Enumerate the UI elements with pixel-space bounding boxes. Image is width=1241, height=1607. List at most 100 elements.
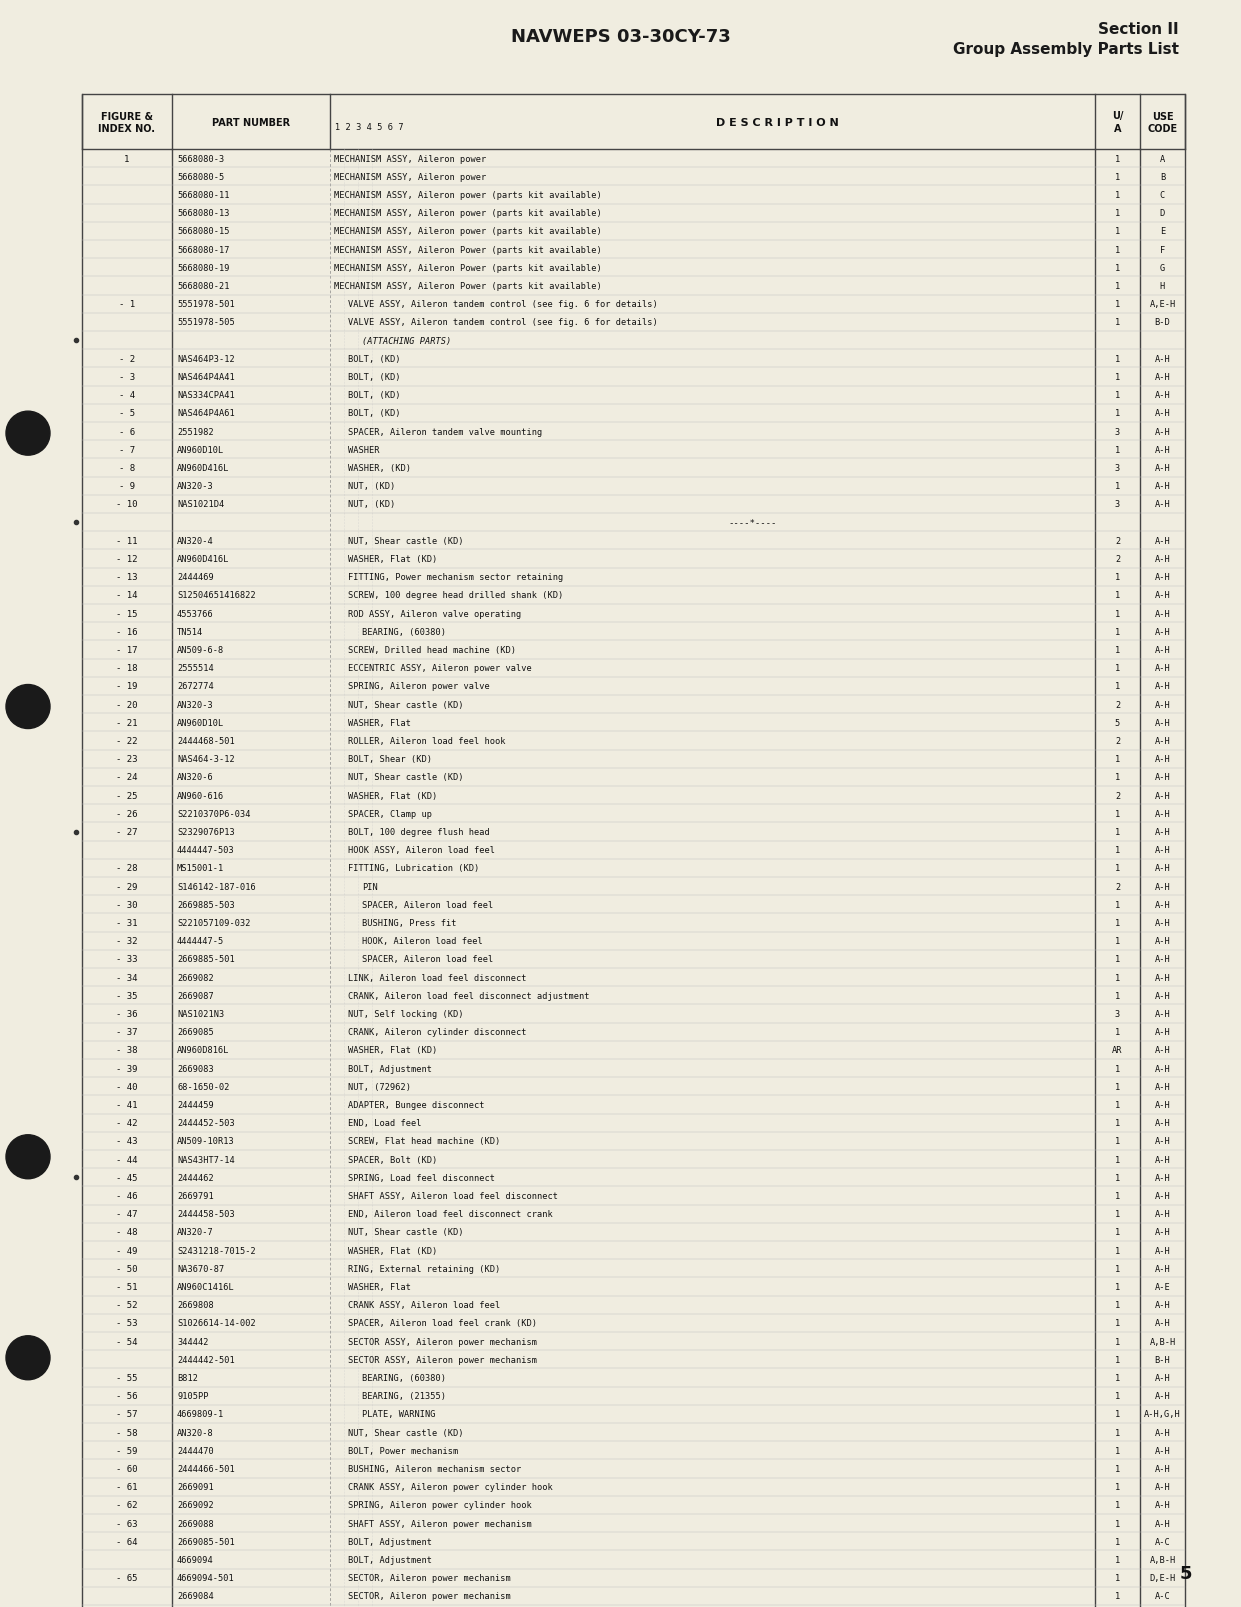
Text: MECHANISM ASSY, Aileron power (parts kit available): MECHANISM ASSY, Aileron power (parts kit… [334,191,602,199]
Text: A: A [1160,154,1165,164]
Text: A-H: A-H [1154,1265,1170,1273]
Text: END, Aileron load feel disconnect crank: END, Aileron load feel disconnect crank [347,1210,552,1218]
Text: 1: 1 [1114,591,1121,599]
Text: BOLT, (KD): BOLT, (KD) [347,373,401,382]
Text: S1026614-14-002: S1026614-14-002 [177,1319,256,1327]
Text: A-E: A-E [1154,1282,1170,1290]
Text: SPRING, Aileron power valve: SPRING, Aileron power valve [347,681,490,691]
Text: SCREW, Flat head machine (KD): SCREW, Flat head machine (KD) [347,1136,500,1146]
Text: 1: 1 [1114,1228,1121,1237]
Text: BOLT, Adjustment: BOLT, Adjustment [347,1556,432,1564]
Text: NUT, (KD): NUT, (KD) [347,500,395,509]
Text: 1: 1 [1114,1210,1121,1218]
Text: 68-1650-02: 68-1650-02 [177,1082,230,1091]
Text: AN960D10L: AN960D10L [177,718,225,728]
Text: SECTOR, Aileron power mechanism: SECTOR, Aileron power mechanism [347,1573,511,1583]
Text: 1: 1 [1114,627,1121,636]
Text: 2669885-503: 2669885-503 [177,900,235,910]
Text: - 64: - 64 [117,1536,138,1546]
Text: S146142-187-016: S146142-187-016 [177,882,256,890]
Circle shape [6,1135,50,1180]
Text: 1: 1 [1114,191,1121,199]
Text: 2672774: 2672774 [177,681,213,691]
Text: A,B-H: A,B-H [1149,1556,1175,1564]
Text: - 61: - 61 [117,1482,138,1491]
Text: - 25: - 25 [117,791,138,800]
Text: - 29: - 29 [117,882,138,890]
Text: A: A [1113,124,1122,133]
Text: - 58: - 58 [117,1427,138,1437]
Text: AN960D416L: AN960D416L [177,464,230,472]
Text: A-H: A-H [1154,865,1170,873]
Text: 5668080-21: 5668080-21 [177,281,230,291]
Text: - 21: - 21 [117,718,138,728]
Text: 1: 1 [1114,172,1121,182]
Text: - 55: - 55 [117,1372,138,1382]
Text: NUT, Shear castle (KD): NUT, Shear castle (KD) [347,773,463,783]
Text: A-H: A-H [1154,1027,1170,1037]
Text: A-H: A-H [1154,955,1170,964]
Text: 3: 3 [1114,464,1121,472]
Text: A-H: A-H [1154,736,1170,746]
Text: NA3670-87: NA3670-87 [177,1265,225,1273]
Text: 1: 1 [1114,937,1121,945]
Text: 1: 1 [1114,1591,1121,1601]
Text: 1: 1 [1114,1409,1121,1419]
Text: - 3: - 3 [119,373,135,382]
Text: 1: 1 [1114,681,1121,691]
Text: BOLT, Adjustment: BOLT, Adjustment [347,1064,432,1073]
Text: A-H: A-H [1154,664,1170,673]
Text: - 39: - 39 [117,1064,138,1073]
Text: 1: 1 [124,154,130,164]
Text: - 5: - 5 [119,410,135,418]
Text: 4553766: 4553766 [177,609,213,619]
Text: 4669094-501: 4669094-501 [177,1573,235,1583]
Text: A-H: A-H [1154,1319,1170,1327]
Text: A-H: A-H [1154,1173,1170,1183]
Text: 2: 2 [1114,882,1121,890]
Text: - 24: - 24 [117,773,138,783]
Text: A-H: A-H [1154,500,1170,509]
Text: 1: 1 [1114,1300,1121,1310]
Text: A-H: A-H [1154,681,1170,691]
Text: A-H: A-H [1154,1482,1170,1491]
Text: A,E-H: A,E-H [1149,301,1175,309]
Text: A-H: A-H [1154,1191,1170,1200]
Circle shape [6,411,50,456]
Text: 1: 1 [1114,1101,1121,1109]
Text: LINK, Aileron load feel disconnect: LINK, Aileron load feel disconnect [347,972,526,982]
Text: A-H: A-H [1154,572,1170,582]
Text: SPACER, Clamp up: SPACER, Clamp up [347,810,432,818]
Text: - 28: - 28 [117,865,138,873]
Text: 1: 1 [1114,391,1121,400]
Text: 2669791: 2669791 [177,1191,213,1200]
Text: - 42: - 42 [117,1118,138,1128]
Text: WASHER, Flat: WASHER, Flat [347,718,411,728]
Text: - 34: - 34 [117,972,138,982]
Text: AN960D816L: AN960D816L [177,1046,230,1054]
Text: 1: 1 [1114,1191,1121,1200]
Text: SECTOR ASSY, Aileron power mechanism: SECTOR ASSY, Aileron power mechanism [347,1337,537,1345]
Text: A-H: A-H [1154,646,1170,654]
Text: A-H: A-H [1154,482,1170,490]
Text: - 56: - 56 [117,1392,138,1400]
Text: A-H: A-H [1154,554,1170,564]
Text: A-H: A-H [1154,1427,1170,1437]
Text: NUT, Shear castle (KD): NUT, Shear castle (KD) [347,1427,463,1437]
Text: SPACER, Aileron load feel crank (KD): SPACER, Aileron load feel crank (KD) [347,1319,537,1327]
Text: - 15: - 15 [117,609,138,619]
Text: - 54: - 54 [117,1337,138,1345]
Text: WASHER, Flat (KD): WASHER, Flat (KD) [347,554,437,564]
Text: 344442: 344442 [177,1337,208,1345]
Text: A-H: A-H [1154,1046,1170,1054]
Text: VALVE ASSY, Aileron tandem control (see fig. 6 for details): VALVE ASSY, Aileron tandem control (see … [347,301,658,309]
Text: AN320-4: AN320-4 [177,537,213,545]
Text: 1: 1 [1114,445,1121,455]
Text: - 9: - 9 [119,482,135,490]
Text: A-H: A-H [1154,1118,1170,1128]
Text: F: F [1160,246,1165,254]
Text: - 13: - 13 [117,572,138,582]
Text: - 50: - 50 [117,1265,138,1273]
Text: A-H: A-H [1154,791,1170,800]
Text: SPRING, Load feel disconnect: SPRING, Load feel disconnect [347,1173,495,1183]
